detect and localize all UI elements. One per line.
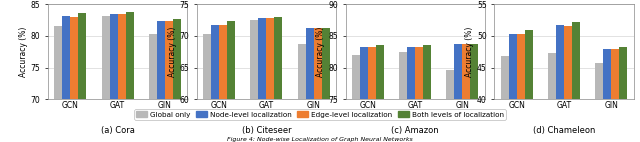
Y-axis label: Accuracy (%): Accuracy (%) (316, 27, 325, 77)
Bar (54, 26, 62, 142)
Bar (463, 44, 470, 142)
Bar (620, 47, 627, 142)
Bar (314, 28, 322, 142)
Bar (109, 14, 118, 142)
Bar (266, 18, 275, 142)
Bar (525, 30, 533, 142)
Bar (368, 47, 376, 142)
Bar (423, 45, 431, 142)
Bar (376, 45, 384, 142)
Text: (d) Chameleon: (d) Chameleon (533, 126, 595, 135)
Bar (322, 28, 330, 142)
Bar (611, 49, 620, 142)
Bar (125, 12, 134, 142)
Bar (211, 25, 219, 142)
Bar (250, 20, 259, 142)
Bar (603, 49, 611, 142)
Bar (305, 28, 314, 142)
Bar (516, 34, 525, 142)
Bar (548, 53, 556, 142)
Y-axis label: Accuracy (%): Accuracy (%) (168, 27, 177, 77)
Bar (259, 18, 266, 142)
Text: (c) Amazon: (c) Amazon (392, 126, 439, 135)
Bar (173, 19, 181, 142)
Bar (446, 70, 454, 142)
Bar (227, 21, 236, 142)
Bar (203, 34, 211, 142)
Bar (500, 56, 509, 142)
Bar (148, 34, 157, 142)
Bar (79, 13, 86, 142)
Bar (454, 44, 463, 142)
Bar (556, 25, 564, 142)
Bar (407, 47, 415, 142)
Bar (415, 47, 423, 142)
Bar (275, 17, 282, 142)
Text: Figure 4: Node-wise Localization of Graph Neural Networks: Figure 4: Node-wise Localization of Grap… (227, 137, 413, 142)
Bar (352, 55, 360, 142)
Y-axis label: Accuracy (%): Accuracy (%) (465, 27, 474, 77)
Bar (572, 22, 580, 142)
Text: (a) Cora: (a) Cora (100, 126, 134, 135)
Bar (564, 26, 572, 142)
Bar (165, 21, 173, 142)
Bar (70, 17, 79, 142)
Text: (b) Citeseer: (b) Citeseer (241, 126, 291, 135)
Bar (62, 16, 70, 142)
Y-axis label: Accuracy (%): Accuracy (%) (19, 27, 28, 77)
Bar (157, 21, 165, 142)
Bar (102, 16, 109, 142)
Bar (219, 25, 227, 142)
Bar (470, 44, 479, 142)
Legend: Global only, Node-level localization, Edge-level localization, Both levels of lo: Global only, Node-level localization, Ed… (134, 109, 506, 120)
Bar (509, 34, 516, 142)
Bar (118, 14, 125, 142)
Bar (298, 44, 305, 142)
Bar (399, 52, 407, 142)
Bar (595, 63, 603, 142)
Bar (360, 47, 368, 142)
